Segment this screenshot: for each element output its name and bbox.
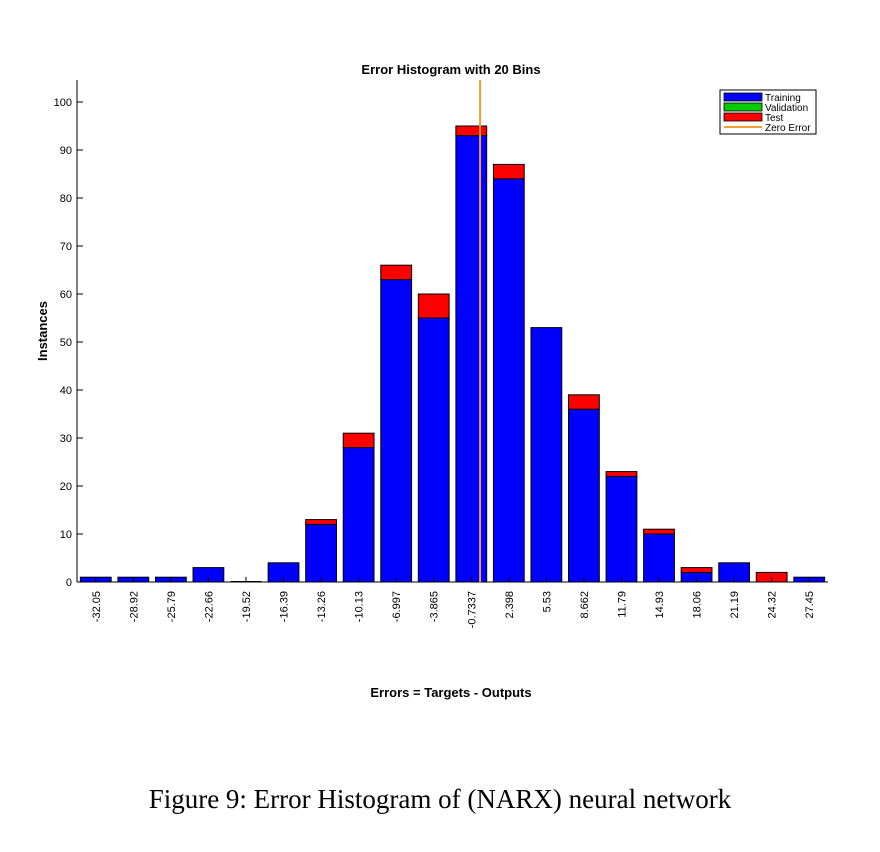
x-tick-label-3: -22.66 [203,591,215,622]
bar-test-13 [568,394,600,410]
bar-training-6 [305,523,337,583]
x-tick-label-8: -6.997 [391,591,403,622]
figure-caption: Figure 9: Error Histogram of (NARX) neur… [148,784,732,814]
bar-test-10 [455,125,488,137]
x-tick-label-12: 5.53 [541,591,553,612]
y-tick-label-0: 0 [66,577,72,589]
bar-training-8 [380,279,413,583]
y-tick-label-10: 10 [60,529,72,541]
x-tick-label-16: 18.06 [692,591,704,619]
bar-test-14 [605,471,638,477]
bar-training-7 [342,447,375,583]
bar-test-6 [305,519,337,525]
y-axis-label: Instances [35,301,50,361]
y-tick-label-20: 20 [60,481,72,493]
bar-test-7 [342,432,375,449]
y-tick-label-30: 30 [60,433,72,445]
x-tick-label-13: 8.662 [579,591,591,619]
legend-swatch-test [723,112,763,122]
x-tick-label-15: 14.93 [654,591,666,619]
x-axis-label: Errors = Targets - Outputs [370,685,531,700]
y-tick-label-40: 40 [60,385,72,397]
x-tick-label-14: 11.79 [616,591,628,618]
x-tick-label-6: -13.26 [316,591,328,622]
x-tick-label-11: 2.398 [504,591,516,619]
x-tick-label-1: -28.92 [128,591,140,622]
error-histogram-chart: 0 10 20 30 40 50 60 70 80 90 100 -32.05 -28.92 -25.79… [35,62,828,700]
bar-test-8 [380,264,413,281]
bar-test-11 [492,163,525,180]
bar-test-15 [643,528,675,535]
bar-training-10 [455,135,488,583]
x-tick-label-2: -25.79 [166,591,178,622]
y-tick-label-80: 80 [60,193,72,205]
x-tick-label-9: -3.865 [429,591,441,622]
x-tick-label-0: -32.05 [91,591,103,622]
y-tick-label-50: 50 [60,337,72,349]
y-tick-label-60: 60 [60,289,72,301]
x-tick-label-7: -10.13 [354,591,366,622]
legend-label-test: Test [765,113,784,124]
x-tick-label-19: 27.45 [804,591,816,619]
legend-label-training: Training [765,93,801,104]
x-tick-label-5: -16.39 [279,591,291,622]
legend-label-validation: Validation [765,103,808,114]
bar-test-16 [680,567,713,573]
legend-label-zero-error: Zero Error [765,123,811,134]
x-tick-label-4: -19.52 [241,591,253,622]
bar-training-12 [530,327,563,583]
bar-training-13 [568,408,600,583]
x-tick-label-17: 21.19 [729,591,741,619]
bar-training-15 [643,533,675,583]
bar-training-11 [492,178,525,583]
bar-training-9 [417,317,450,583]
legend-swatch-validation [723,102,763,112]
bar-training-14 [605,475,638,583]
chart-title: Error Histogram with 20 Bins [361,62,540,77]
y-tick-label-90: 90 [60,145,72,157]
bar-test-9 [417,293,450,319]
x-tick-label-18: 24.32 [767,591,779,619]
y-tick-label-70: 70 [60,241,72,253]
x-tick-label-10: -0.7337 [466,591,478,628]
legend-swatch-training [723,92,763,102]
y-tick-label-100: 100 [54,97,72,109]
